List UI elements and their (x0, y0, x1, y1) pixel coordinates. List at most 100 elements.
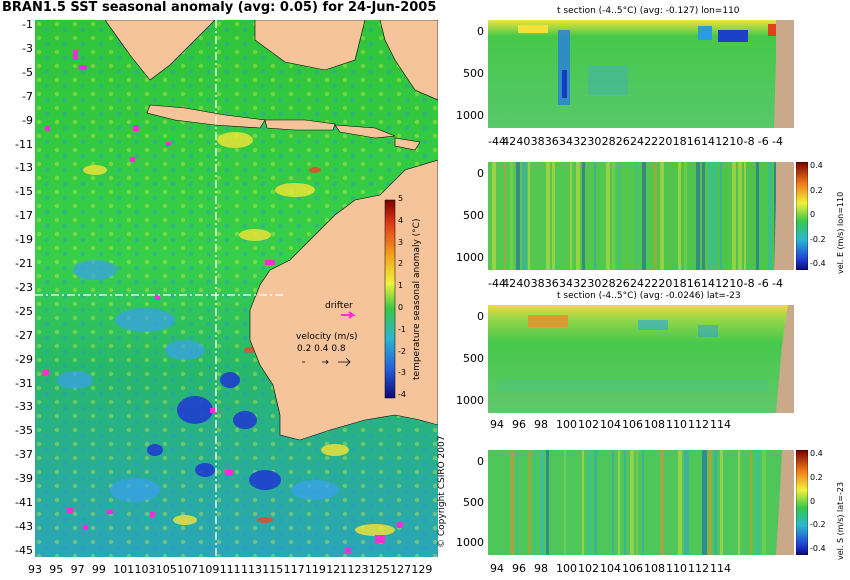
p3-depth-tick: 1000 (456, 394, 484, 407)
p2-x-tick: 22 (644, 277, 659, 290)
map-colorbar-tick: 4 (398, 215, 404, 225)
map-colorbar-tick: 2 (398, 259, 404, 269)
p1-x-tick: 38 (530, 135, 545, 148)
map-colorbar-tick: -1 (398, 324, 406, 334)
p4-x-tick: 114 (710, 562, 731, 575)
p4-x-tick: 98 (534, 562, 548, 575)
map-lon-tick: 121 (326, 563, 348, 576)
p1-x-tick: 28 (601, 135, 616, 148)
p3-x-tick: 100 (556, 418, 577, 431)
p2-colorbar-tick: -0.2 (810, 234, 826, 244)
map-lat-tick: -33 (15, 400, 33, 414)
p2-x-tick: 34 (559, 277, 573, 290)
map-lat-tick: -45 (15, 543, 33, 557)
p1-x-tick: 14 (701, 135, 715, 148)
panel1-temp-section-lon (488, 20, 794, 128)
p1-depth-tick: 1000 (456, 109, 484, 122)
p2-x-tick: -44 (488, 277, 506, 290)
map-colorbar-tick: 5 (398, 194, 404, 203)
map-lat-tick: -39 (15, 472, 33, 486)
p4-x-tick: 106 (622, 562, 643, 575)
map-lon-tick: 93 (28, 563, 42, 576)
map-lon-tick: 95 (49, 563, 64, 576)
p3-x-tick: 96 (512, 418, 526, 431)
p2-x-tick: 18 (672, 277, 687, 290)
map-lon-tick: 103 (134, 563, 156, 576)
p1-x-tick: -6 (757, 135, 769, 148)
map-lon-tick: 109 (198, 563, 220, 576)
p3-depth-tick: 500 (463, 352, 484, 365)
p2-colorbar-tick: 0.2 (810, 185, 823, 195)
map-lat-tick: -5 (22, 65, 33, 79)
p2-x-tick: -4 (772, 277, 783, 290)
map-colorbar-tick: 3 (398, 237, 404, 247)
map-lat-tick: -41 (15, 496, 33, 509)
p1-x-tick: 20 (658, 135, 673, 148)
p3-x-tick: 102 (578, 418, 599, 431)
map-lon-tick: 111 (219, 563, 241, 576)
panel3-temp-section-lat (488, 305, 794, 413)
p1-x-tick: -4 (772, 135, 783, 148)
p1-x-tick: 36 (544, 135, 559, 148)
map-lon-tick: 119 (304, 563, 326, 576)
p1-x-tick: 40 (516, 135, 531, 148)
p2-colorbar-tick: 0 (810, 210, 816, 219)
p1-x-tick: 22 (644, 135, 659, 148)
p1-x-tick: -44 (488, 135, 506, 148)
map-lat-tick: -21 (15, 257, 33, 270)
map-lon-tick: 101 (113, 563, 135, 576)
p2-x-tick: 40 (516, 277, 531, 290)
p2-depth-tick: 1000 (456, 251, 484, 264)
cold-anomaly-eddies (147, 372, 281, 490)
p1-x-tick: 12 (715, 135, 730, 148)
map-lon-tick: 99 (91, 563, 106, 576)
p1-depth-tick: 500 (463, 67, 484, 80)
p2-x-tick: 24 (630, 277, 644, 290)
copyright-notice: © Copyright CSIRO 2007 (437, 435, 447, 548)
map-lon-tick: 113 (241, 563, 262, 576)
p2-x-tick: 32 (573, 277, 588, 290)
map-lat-tick: -35 (15, 424, 33, 438)
map-lat-tick: -11 (15, 137, 33, 151)
map-colorbar-tick: -3 (398, 368, 406, 378)
p1-x-tick: 10 (729, 135, 744, 148)
p4-x-tick: 94 (490, 562, 504, 575)
p3-x-tick: 104 (600, 418, 621, 431)
map-lat-tick: -1 (22, 18, 33, 31)
map-lat-tick: -15 (15, 185, 33, 199)
panel2-colorbar (796, 162, 808, 270)
p1-x-tick: 42 (502, 135, 517, 148)
p3-x-tick: 106 (622, 418, 643, 431)
p3-x-tick: 108 (644, 418, 665, 431)
map-colorbar-tick: 0 (398, 303, 404, 312)
p4-depth-tick: 0 (477, 455, 484, 468)
p3-depth-tick: 0 (477, 310, 484, 323)
p4-depth-tick: 500 (463, 495, 484, 509)
map-lon-tick: 125 (368, 563, 390, 576)
map-lat-tick: -31 (15, 376, 33, 390)
p1-x-tick: 18 (672, 135, 687, 148)
map-colorbar-tick: 1 (398, 281, 404, 291)
p4-x-tick: 112 (688, 562, 709, 575)
drifter-legend-label: drifter (325, 301, 353, 311)
p4-colorbar-tick: -0.2 (810, 520, 826, 530)
p4-colorbar-tick: -0.4 (810, 544, 826, 553)
p4-depth-tick: 1000 (456, 536, 484, 549)
p1-x-tick: 16 (686, 135, 701, 148)
map-lon-tick: 105 (155, 563, 177, 576)
panel4-colorbar-label: vel. S (m/s) lat=-23 (836, 481, 845, 560)
page-title: BRAN1.5 SST seasonal anomaly (avg: 0.05)… (2, 0, 437, 15)
p2-x-tick: 26 (615, 277, 630, 290)
velocity-scale-values: 0.2 0.4 0.8 (297, 344, 346, 354)
map-lat-tick: -37 (15, 448, 33, 462)
map-lat-tick: -19 (15, 233, 33, 247)
p3-x-tick: 114 (710, 418, 731, 431)
p1-x-tick: 26 (615, 135, 630, 148)
p2-x-tick: 36 (544, 277, 559, 290)
map-lon-tick: 129 (411, 563, 433, 576)
panel3-title: t section (-4..5°C) (avg: -0.0246) lat=-… (557, 291, 741, 301)
panel2-colorbar-label: vel. E (m/s) lon=110 (836, 191, 845, 274)
p2-x-tick: 38 (530, 277, 545, 290)
map-lon-tick: 115 (262, 563, 284, 576)
p4-colorbar-tick: 0.4 (810, 449, 823, 458)
